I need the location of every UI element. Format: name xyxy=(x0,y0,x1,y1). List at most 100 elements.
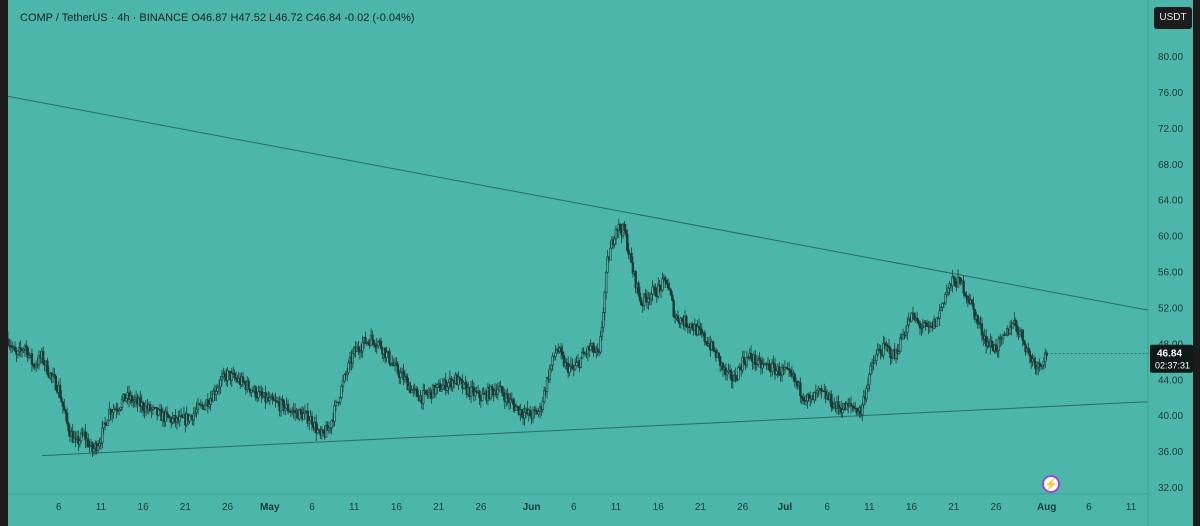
x-tick-label: 11 xyxy=(864,502,875,513)
candle xyxy=(775,368,778,376)
candle xyxy=(1038,358,1041,372)
candle-body xyxy=(298,409,301,420)
candlestick-chart[interactable]: 32.0036.0040.0044.0048.0052.0056.0060.00… xyxy=(8,0,1193,526)
candle-body xyxy=(647,297,650,303)
candle xyxy=(747,355,750,360)
candle xyxy=(848,398,851,408)
candle xyxy=(725,371,729,381)
candle-body xyxy=(944,294,947,304)
chart-area[interactable]: 32.0036.0040.0044.0048.0052.0056.0060.00… xyxy=(8,0,1193,526)
candle-body xyxy=(22,348,25,351)
candle-body xyxy=(634,271,637,289)
candle-body xyxy=(289,411,293,413)
candle-body xyxy=(282,400,286,411)
candle xyxy=(958,276,961,285)
candle-body xyxy=(872,362,875,365)
candle xyxy=(375,337,378,354)
candle xyxy=(824,386,827,404)
candle-body xyxy=(951,276,954,287)
candle-body xyxy=(700,329,704,335)
candle-body xyxy=(13,346,17,352)
candle-body xyxy=(416,389,419,397)
candle xyxy=(711,340,715,353)
candle-body xyxy=(785,367,788,369)
candle-body xyxy=(953,278,957,287)
candle xyxy=(602,307,605,333)
candle xyxy=(372,339,376,349)
candle-body xyxy=(609,247,612,261)
candle xyxy=(626,229,629,253)
candle xyxy=(471,379,474,394)
candle xyxy=(735,375,739,382)
candle xyxy=(334,399,338,412)
candle xyxy=(1032,355,1036,366)
candle xyxy=(730,368,733,389)
candle-body xyxy=(994,344,998,352)
candle-body xyxy=(704,341,708,344)
candle-body xyxy=(945,291,948,295)
candle-body xyxy=(53,374,56,377)
candle xyxy=(451,379,454,392)
candle-body xyxy=(99,442,103,445)
candle-body xyxy=(855,408,858,414)
candle xyxy=(787,361,791,377)
candle-body xyxy=(606,256,609,273)
candle xyxy=(862,390,865,409)
candle xyxy=(101,420,104,449)
candle xyxy=(899,333,902,353)
candle-body xyxy=(862,396,865,406)
candle-body xyxy=(32,363,35,366)
candle-body xyxy=(334,401,338,407)
candle xyxy=(671,291,674,302)
candle-body xyxy=(661,278,664,291)
candle-body xyxy=(531,409,535,419)
x-tick-label: May xyxy=(260,502,280,513)
candle-body xyxy=(357,346,360,351)
candle xyxy=(315,414,318,442)
candle xyxy=(717,352,720,362)
candle xyxy=(444,372,447,396)
candle-body xyxy=(958,276,961,279)
candle xyxy=(1018,326,1022,338)
candle xyxy=(972,296,975,318)
candle-body xyxy=(371,334,374,341)
trendline-upper[interactable] xyxy=(8,95,1149,311)
candle xyxy=(16,349,20,359)
candle xyxy=(123,393,127,402)
candle-body xyxy=(324,425,328,438)
currency-badge[interactable]: USDT xyxy=(1154,7,1192,29)
candle-body xyxy=(717,352,720,357)
candle xyxy=(67,421,70,436)
candle xyxy=(8,331,10,348)
candle xyxy=(758,351,761,362)
time-axis[interactable]: 6 11 16 21 26 May 6 11 16 21 26 Jun 6 11 16 21 26 Jul 6 11 1… xyxy=(8,493,1148,513)
candle xyxy=(275,396,279,404)
lightning-icon[interactable]: ⚡ xyxy=(1042,475,1060,493)
candle-body xyxy=(345,371,349,375)
candle xyxy=(654,283,657,297)
candle-body xyxy=(427,391,431,395)
candle-body xyxy=(523,412,526,419)
candle xyxy=(561,344,564,360)
candle-body xyxy=(668,287,671,291)
candle-body xyxy=(243,381,246,384)
price-axis[interactable]: 32.0036.0040.0044.0048.0052.0056.0060.00… xyxy=(1147,0,1183,526)
candle xyxy=(830,390,833,412)
y-tick-label: 32.00 xyxy=(1158,483,1183,494)
candle-body xyxy=(672,300,675,317)
candle xyxy=(109,407,112,420)
trendline-lower[interactable] xyxy=(41,401,1149,457)
candle-body xyxy=(226,370,229,381)
candle-body xyxy=(1042,361,1046,366)
candle-body xyxy=(543,390,546,402)
candle xyxy=(338,395,342,406)
candle xyxy=(592,341,595,357)
candle-body xyxy=(98,442,101,447)
candle xyxy=(482,387,485,395)
candle-body xyxy=(302,413,305,420)
candle xyxy=(65,407,69,426)
candle xyxy=(604,270,608,300)
candle xyxy=(944,292,947,306)
candle-body xyxy=(233,372,236,379)
